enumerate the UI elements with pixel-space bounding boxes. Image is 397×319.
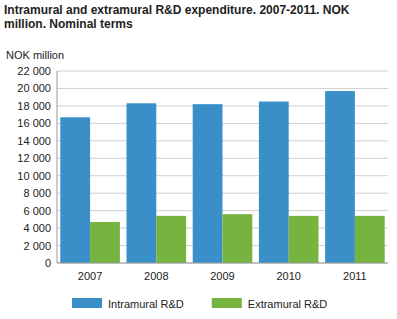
bar — [127, 103, 157, 263]
y-axis — [57, 71, 58, 263]
legend-label: Extramural R&D — [248, 298, 328, 310]
bar — [259, 102, 289, 263]
x-tick-label: 2009 — [210, 270, 234, 282]
y-axis-label: NOK million — [6, 49, 64, 61]
y-tick-label: 4 000 — [23, 222, 51, 234]
y-tick-label: 22 000 — [17, 65, 51, 77]
grid-line — [57, 263, 388, 264]
bar — [156, 216, 186, 263]
bar — [325, 91, 355, 263]
bar — [289, 216, 319, 263]
chart: Intramural and extramural R&D expenditur… — [0, 0, 397, 319]
x-tick-label: 2007 — [78, 270, 102, 282]
bar — [60, 117, 90, 263]
bar — [90, 222, 120, 263]
grid-line — [57, 88, 388, 89]
y-tick-label: 14 000 — [17, 135, 51, 147]
legend: Intramural R&D Extramural R&D — [72, 298, 327, 310]
y-tick-label: 0 — [45, 257, 51, 269]
title-line: million. Nominal terms — [4, 17, 133, 31]
grid-line — [57, 71, 388, 72]
title: Intramural and extramural R&D expenditur… — [4, 3, 350, 31]
x-tick-label: 2011 — [343, 270, 367, 282]
x-tick-label: 2008 — [144, 270, 168, 282]
legend-label: Intramural R&D — [108, 298, 184, 310]
y-tick-label: 10 000 — [17, 170, 51, 182]
bar — [355, 216, 385, 263]
y-tick-label: 16 000 — [17, 117, 51, 129]
y-tick-label: 8 000 — [23, 187, 51, 199]
bar — [223, 214, 253, 263]
legend-swatch — [212, 298, 242, 308]
bars — [60, 91, 384, 263]
x-tick-label: 2010 — [276, 270, 300, 282]
y-tick-label: 18 000 — [17, 100, 51, 112]
y-tick-label: 6 000 — [23, 205, 51, 217]
x-axis — [57, 263, 388, 264]
y-tick-label: 2 000 — [23, 240, 51, 252]
bar — [193, 104, 223, 263]
title-line: Intramural and extramural R&D expenditur… — [4, 3, 350, 17]
y-tick-label: 12 000 — [17, 152, 51, 164]
legend-swatch — [72, 298, 102, 308]
y-tick-label: 20 000 — [17, 82, 51, 94]
